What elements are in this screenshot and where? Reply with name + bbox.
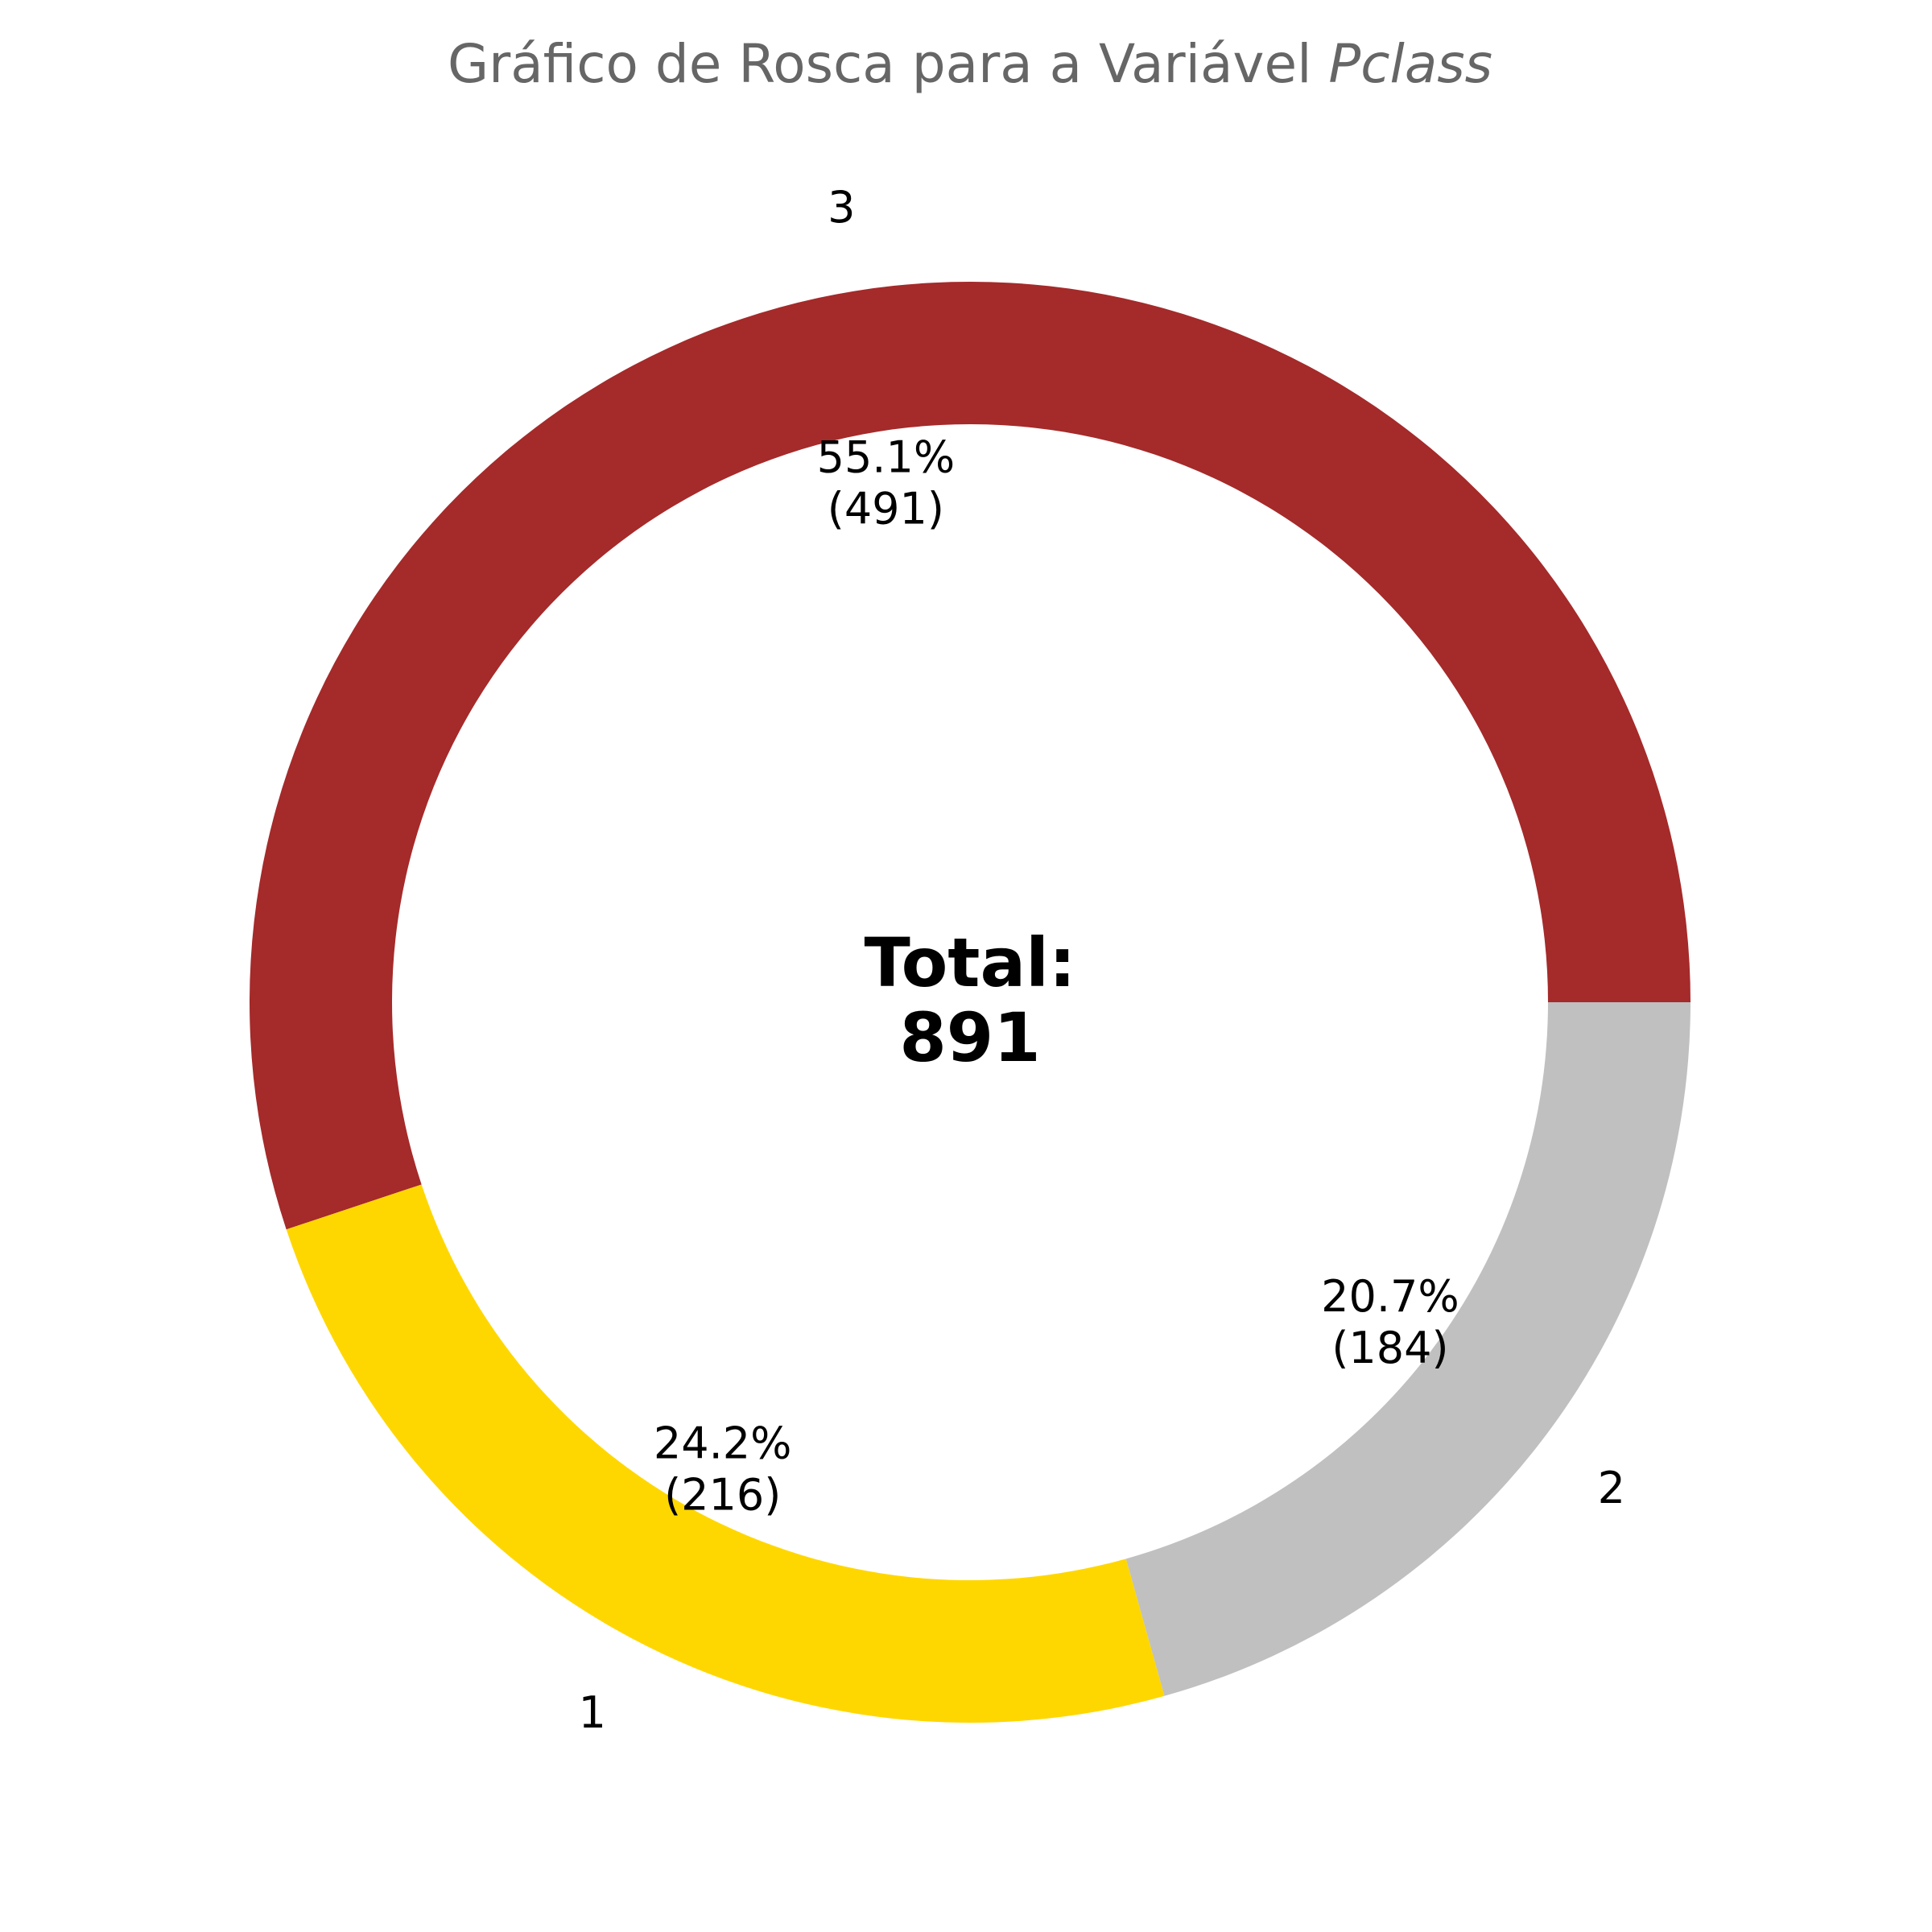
slice-count-label-3: (491) [828, 483, 944, 534]
chart-title-prefix: Gráfico de Rosca para a Variável [448, 33, 1328, 95]
center-total-value: 891 [899, 998, 1040, 1077]
center-total-label: Total: [864, 923, 1075, 1002]
donut-slices [249, 281, 1691, 1724]
slice-percent-label-1: 24.2% [654, 1418, 792, 1468]
chart-title-variable: Pclass [1328, 33, 1492, 95]
donut-slice-2 [1125, 1002, 1690, 1696]
slice-category-label-1: 1 [579, 1687, 606, 1738]
slice-count-label-1: (216) [664, 1469, 781, 1520]
slice-category-label-2: 2 [1598, 1463, 1625, 1513]
slice-category-label-3: 3 [828, 182, 855, 233]
slice-count-label-2: (184) [1331, 1323, 1448, 1373]
donut-slice-3 [249, 281, 1691, 1230]
slice-percent-label-2: 20.7% [1321, 1271, 1459, 1322]
donut-labels: 3 55.1%(491) 1 24.2%(216) 2 20.7%(184) [579, 182, 1625, 1738]
chart-title: Gráfico de Rosca para a Variável Pclass [448, 33, 1492, 95]
donut-slice-1 [286, 1184, 1165, 1724]
slice-percent-label-3: 55.1% [817, 431, 956, 482]
